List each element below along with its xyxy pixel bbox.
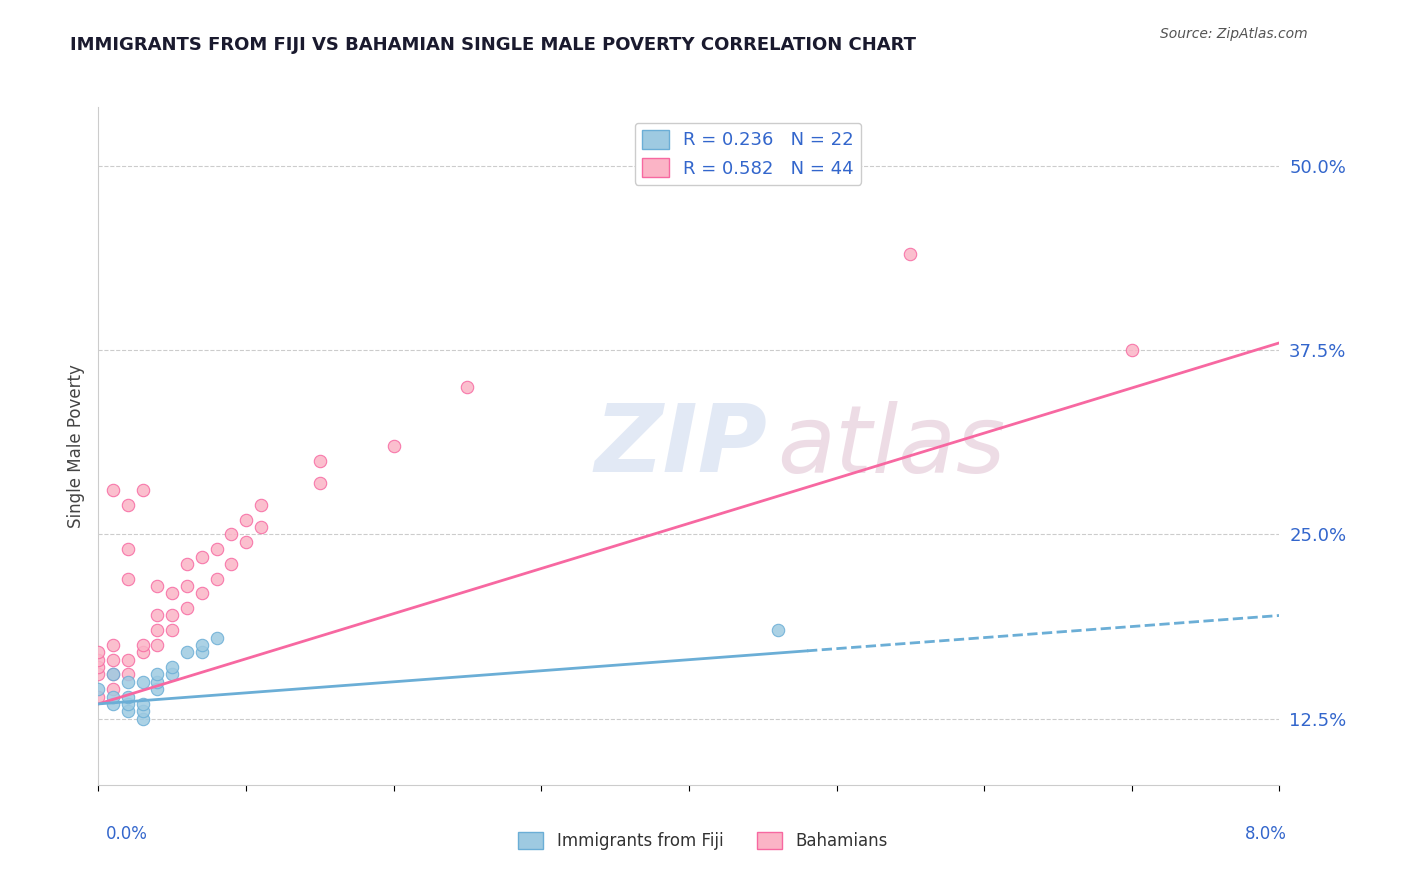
Point	[103, 667, 125, 681]
Point	[132, 483, 155, 498]
Point	[103, 638, 125, 652]
Point	[117, 704, 139, 718]
Point	[205, 631, 228, 645]
Point	[250, 498, 273, 512]
Point	[132, 704, 155, 718]
Point	[162, 586, 183, 600]
Point	[117, 667, 139, 681]
Point	[162, 667, 183, 681]
Point	[103, 483, 125, 498]
Point	[117, 674, 139, 689]
Point	[87, 667, 110, 681]
Point	[219, 527, 242, 541]
Point	[162, 608, 183, 623]
Legend: Immigrants from Fiji, Bahamians: Immigrants from Fiji, Bahamians	[512, 825, 894, 857]
Point	[87, 690, 110, 704]
Point	[900, 247, 922, 261]
Point	[308, 475, 332, 490]
Point	[87, 645, 110, 659]
Point	[146, 638, 169, 652]
Point	[219, 557, 242, 571]
Point	[176, 579, 198, 593]
Point	[87, 653, 110, 667]
Point	[146, 624, 169, 638]
Point	[117, 498, 139, 512]
Point	[146, 667, 169, 681]
Point	[250, 520, 273, 534]
Point	[176, 645, 198, 659]
Point	[117, 572, 139, 586]
Point	[205, 542, 228, 557]
Point	[235, 534, 257, 549]
Point	[132, 697, 155, 711]
Text: IMMIGRANTS FROM FIJI VS BAHAMIAN SINGLE MALE POVERTY CORRELATION CHART: IMMIGRANTS FROM FIJI VS BAHAMIAN SINGLE …	[70, 36, 917, 54]
Point	[132, 645, 155, 659]
Point	[162, 624, 183, 638]
Point	[456, 380, 478, 394]
Point	[382, 439, 405, 453]
Point	[103, 682, 125, 697]
Legend: R = 0.236   N = 22, R = 0.582   N = 44: R = 0.236 N = 22, R = 0.582 N = 44	[634, 123, 862, 185]
Text: Source: ZipAtlas.com: Source: ZipAtlas.com	[1160, 27, 1308, 41]
Point	[146, 682, 169, 697]
Point	[191, 586, 214, 600]
Point	[162, 660, 183, 674]
Point	[117, 542, 139, 557]
Point	[87, 682, 110, 697]
Point	[1121, 343, 1143, 358]
Point	[146, 674, 169, 689]
Point	[117, 690, 139, 704]
Text: atlas: atlas	[778, 401, 1005, 491]
Point	[205, 572, 228, 586]
Point	[117, 653, 139, 667]
Point	[103, 653, 125, 667]
Point	[103, 690, 125, 704]
Text: ZIP: ZIP	[595, 400, 768, 492]
Point	[766, 624, 789, 638]
Y-axis label: Single Male Poverty: Single Male Poverty	[66, 364, 84, 528]
Point	[235, 513, 257, 527]
Point	[132, 674, 155, 689]
Point	[191, 645, 214, 659]
Point	[146, 579, 169, 593]
Point	[191, 638, 214, 652]
Text: 0.0%: 0.0%	[105, 825, 148, 843]
Point	[132, 712, 155, 726]
Point	[176, 557, 198, 571]
Point	[103, 697, 125, 711]
Point	[146, 608, 169, 623]
Point	[308, 454, 332, 468]
Point	[87, 660, 110, 674]
Point	[191, 549, 214, 564]
Point	[117, 697, 139, 711]
Point	[176, 601, 198, 615]
Text: 8.0%: 8.0%	[1244, 825, 1286, 843]
Point	[132, 638, 155, 652]
Point	[103, 667, 125, 681]
